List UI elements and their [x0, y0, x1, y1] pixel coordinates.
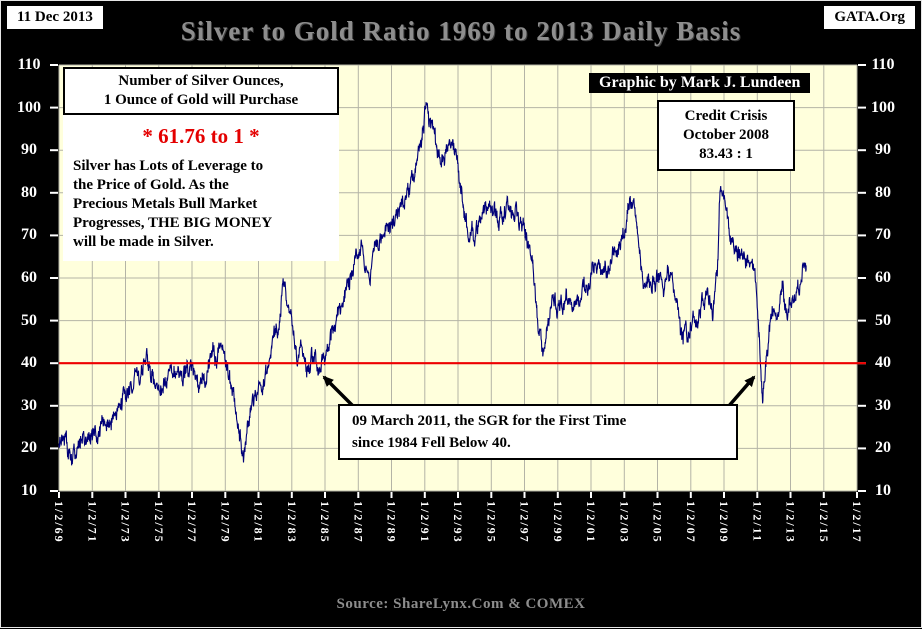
- date-badge: 11 Dec 2013: [7, 6, 103, 29]
- info-box: Number of Silver Ounces, 1 Ounce of Gold…: [63, 67, 339, 115]
- sgr-note-box: 09 March 2011, the SGR for the First Tim…: [338, 404, 738, 460]
- chart-title: Silver to Gold Ratio 1969 to 2013 Daily …: [180, 16, 742, 46]
- info-panel: Number of Silver Ounces, 1 Ounce of Gold…: [63, 67, 339, 261]
- ratio-highlight: * 61.76 to 1 *: [142, 124, 260, 148]
- credit-crisis-line2: October 2008: [683, 127, 769, 143]
- arrow-2011-crossing: [726, 375, 756, 409]
- credit-crisis-line3: 83.43 : 1: [699, 146, 753, 162]
- credit-crisis-box: Credit Crisis October 2008 83.43 : 1: [657, 100, 795, 171]
- graphic-credit: Graphic by Mark J. Lundeen: [589, 73, 811, 93]
- credit-crisis-line1: Credit Crisis: [684, 108, 768, 124]
- leverage-note: Silver has Lots of Leverage to the Price…: [73, 158, 273, 250]
- brand-badge: GATA.Org: [824, 6, 915, 29]
- source-credit: Source: ShareLynx.Com & COMEX: [336, 596, 586, 612]
- sgr-series-line: [58, 101, 807, 466]
